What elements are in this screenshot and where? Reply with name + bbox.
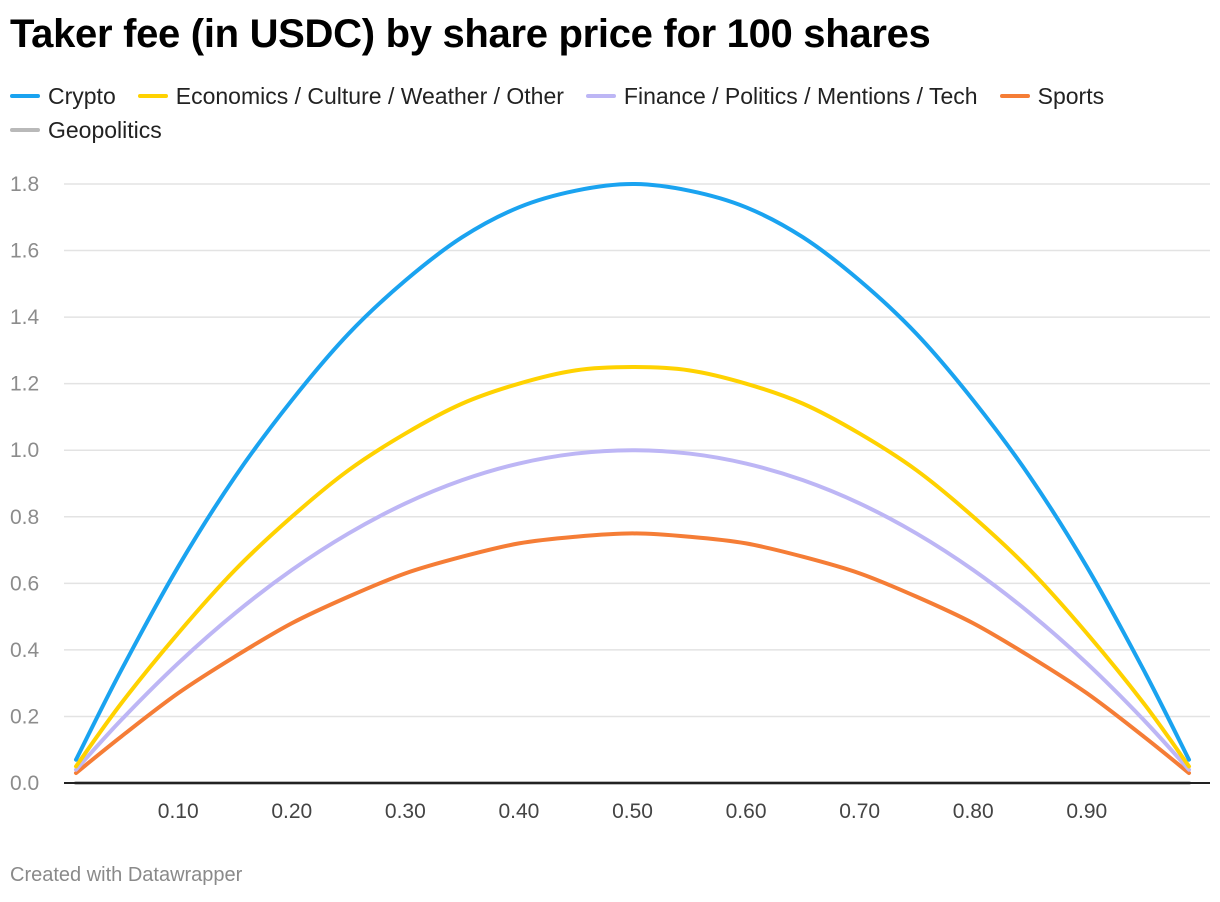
y-tick-label: 1.0 [10, 439, 39, 462]
x-tick-label: 0.40 [498, 800, 539, 823]
chart-plot: 0.00.20.40.60.81.01.21.41.61.8 0.10 0.20 0… [10, 173, 1210, 823]
series-line-crypto [74, 182, 1191, 762]
legend-label: Geopolitics [48, 116, 162, 143]
y-tick-label: 1.2 [10, 373, 39, 396]
series-line-economics-culture-weather-other [74, 365, 1191, 769]
y-tick-label: 0.2 [10, 705, 39, 728]
chart-title: Taker fee (in USDC) by share price for 1… [10, 12, 931, 56]
legend-item: Sports [999, 82, 1105, 109]
series-line-sports [74, 531, 1191, 776]
x-tick-label: 0.50 [612, 800, 653, 823]
x-tick-label: 0.90 [1066, 800, 1107, 823]
legend-label: Crypto [48, 82, 116, 109]
x-tick-label: 0.10 [158, 800, 199, 823]
legend-swatch [999, 94, 1030, 98]
legend-label: Economics / Culture / Weather / Other [175, 82, 564, 109]
footer-credit: Created with Datawrapper [10, 864, 243, 886]
legend-swatch [585, 94, 616, 98]
y-tick-label: 0.6 [10, 572, 39, 595]
x-tick-label: 0.80 [953, 800, 994, 823]
series-lines [74, 182, 1191, 785]
x-tick-label: 0.60 [726, 800, 767, 823]
y-tick-label: 0.4 [10, 639, 40, 662]
legend-item: Economics / Culture / Weather / Other [137, 82, 564, 109]
legend-swatch [10, 94, 40, 98]
legend-label: Finance / Politics / Mentions / Tech [623, 82, 978, 109]
legend-item: Crypto [10, 82, 116, 109]
chart-legend: Crypto Economics / Culture / Weather / Ot… [10, 82, 1200, 143]
legend-swatch [137, 94, 168, 98]
x-axis-ticks: 0.10 0.20 0.30 0.40 0.50 0.60 0.70 0.80 0.90 [158, 800, 1107, 823]
y-tick-label: 0.0 [10, 772, 39, 795]
legend-swatch [10, 128, 40, 132]
x-tick-label: 0.20 [271, 800, 312, 823]
x-tick-label: 0.70 [839, 800, 880, 823]
y-tick-label: 1.6 [10, 240, 39, 263]
y-tick-label: 1.4 [10, 306, 40, 329]
series-line-finance-politics-mentions-tech [74, 448, 1191, 772]
y-axis-ticks: 0.0 0.2 0.4 0.6 0.8 1.0 1.2 1.4 1.6 1.8 [10, 173, 40, 795]
x-tick-label: 0.30 [385, 800, 426, 823]
legend-item: Finance / Politics / Mentions / Tech [585, 82, 978, 109]
y-tick-label: 0.8 [10, 506, 39, 529]
legend-item: Geopolitics [10, 116, 162, 143]
y-tick-label: 1.8 [10, 173, 39, 196]
legend-label: Sports [1037, 82, 1105, 109]
